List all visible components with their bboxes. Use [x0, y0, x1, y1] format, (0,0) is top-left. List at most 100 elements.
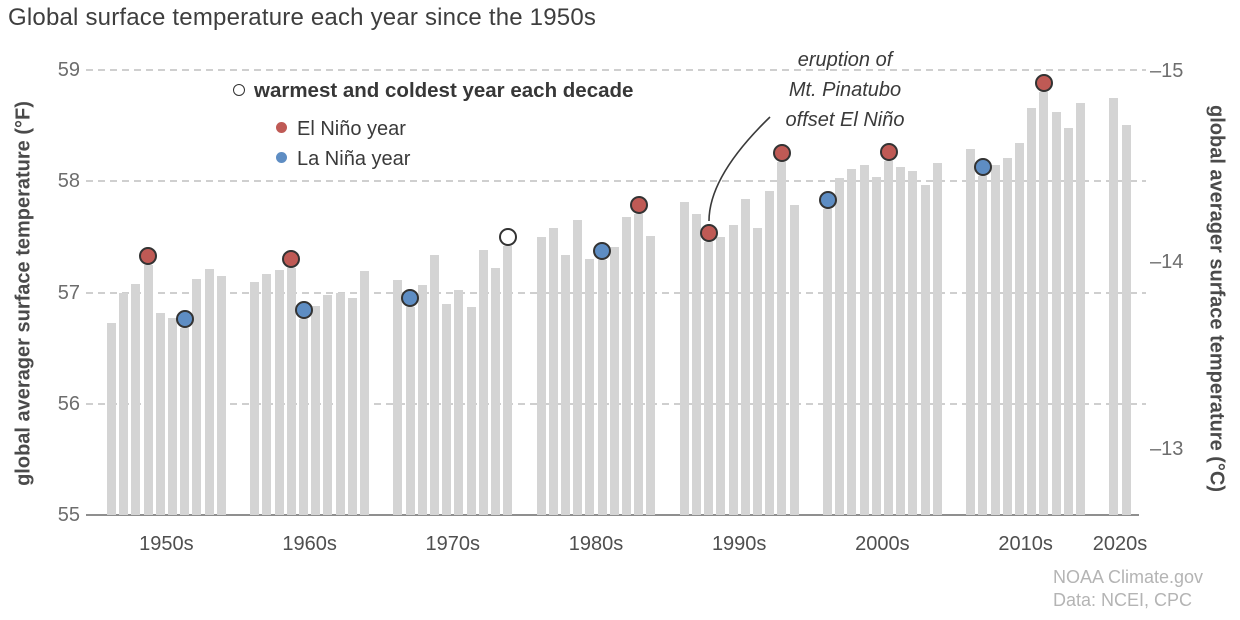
chart-title: Global surface temperature each year sin…: [8, 4, 597, 31]
marker-1956-la_nina: [175, 310, 194, 329]
bar-1987: [622, 216, 631, 515]
right-tick-13c: –13: [1150, 438, 1184, 460]
bar-1976: [466, 306, 476, 515]
bar-1970: [393, 280, 403, 515]
bar-2019: [1076, 103, 1085, 515]
bar-2021: [1121, 124, 1131, 515]
bar-1978: [491, 268, 500, 515]
bar-2002: [847, 169, 857, 515]
bar-1968: [347, 298, 357, 515]
left-tick-55: 55: [57, 504, 80, 526]
bar-1977: [478, 250, 488, 515]
bar-2000: [823, 209, 832, 515]
x-axis-label-2010s: 2010s: [998, 533, 1053, 555]
bar-1965: [311, 305, 321, 515]
legend-open-label: warmest and coldest year each decade: [254, 79, 634, 102]
right-tick-14c: –14: [1150, 251, 1184, 273]
bar-1997: [765, 191, 775, 515]
bar-1973: [430, 254, 439, 515]
bar-1951: [119, 292, 129, 515]
bar-1989: [646, 235, 656, 515]
annotation-line-1: eruption of: [797, 49, 893, 71]
bar-1972: [417, 284, 427, 515]
bar-1966: [323, 294, 333, 515]
x-axis-label-1990s: 1990s: [711, 533, 767, 555]
bar-2018: [1063, 127, 1073, 515]
bar-1982: [561, 254, 570, 515]
bar-1991: [692, 213, 701, 515]
left-tick-57: 57: [57, 282, 80, 304]
x-axis-label-1980s: 1980s: [568, 533, 624, 555]
x-axis-label-2000s: 2000s: [855, 533, 910, 555]
bar-1952: [131, 283, 141, 515]
x-axis-label-1970s: 1970s: [425, 533, 481, 555]
x-axis-label-2020s: 2020s: [1092, 533, 1148, 555]
bar-2003: [859, 164, 869, 515]
marker-2000-la_nina: [818, 191, 837, 210]
bar-1980: [536, 236, 546, 515]
bar-1985: [597, 260, 607, 515]
left-tick-56: 56: [57, 393, 80, 415]
bar-1998: [777, 162, 787, 515]
bar-2009: [932, 163, 942, 515]
bar-1954: [155, 312, 165, 515]
bar-1959: [216, 275, 226, 515]
bar-2008: [920, 184, 930, 515]
marker-1964-la_nina: [294, 301, 313, 320]
marker-1998-el_nino: [772, 144, 791, 163]
pinatubo-annotation: eruption of Mt. Pinatubo offset El Niño: [725, 45, 965, 135]
annotation-line-2: Mt. Pinatubo: [788, 79, 902, 101]
left-tick-59: 59: [57, 59, 80, 81]
marker-1971-la_nina: [401, 288, 420, 307]
marker-1953-el_nino: [139, 246, 158, 265]
bar-2012: [990, 164, 1000, 515]
x-axis-baseline: [86, 514, 1139, 516]
bar-2013: [1002, 157, 1012, 515]
marker-2016-el_nino: [1034, 74, 1053, 93]
marker-2011-la_nina: [973, 157, 992, 176]
bar-1986: [609, 246, 619, 515]
annotation-line-3: offset El Niño: [785, 109, 905, 131]
marker-1985-la_nina: [593, 242, 612, 261]
bar-1979: [503, 245, 513, 515]
bar-1981: [548, 227, 558, 515]
bar-2007: [908, 171, 918, 515]
bar-1974: [442, 303, 452, 515]
bar-2006: [896, 166, 906, 515]
bar-1960: [250, 282, 260, 515]
bar-1984: [585, 259, 595, 515]
bar-1994: [728, 224, 738, 515]
bar-2011: [978, 175, 988, 515]
open-circle-legend-icon: [233, 84, 245, 96]
x-axis-label-1950s: 1950s: [139, 533, 194, 555]
bar-2020: [1109, 97, 1119, 515]
bar-2017: [1051, 112, 1061, 515]
bar-1962: [274, 270, 284, 515]
legend-el-nino-label: El Niño year: [297, 118, 406, 140]
bar-1967: [335, 292, 345, 515]
bar-1988: [634, 213, 644, 515]
x-axis-label-1960s: 1960s: [282, 533, 337, 555]
bar-2001: [835, 177, 845, 515]
bar-1983: [573, 220, 583, 515]
gridline-59: [86, 69, 1146, 71]
la-nina-dot-icon: [276, 152, 287, 163]
footer-data: Data: NCEI, CPC: [1053, 590, 1193, 610]
bar-1957: [192, 279, 202, 515]
bar-1964: [299, 319, 308, 515]
marker-2005-el_nino: [879, 143, 898, 162]
bar-1953: [143, 264, 153, 515]
bar-2004: [871, 176, 881, 515]
right-tick-15c: –15: [1150, 60, 1184, 82]
el-nino-dot-icon: [276, 122, 287, 133]
bar-1990: [679, 202, 689, 515]
legend-la-nina-label: La Niña year: [297, 148, 411, 170]
bar-2005: [884, 161, 893, 515]
bar-2010: [966, 148, 976, 515]
bar-1961: [262, 273, 272, 515]
bar-2014: [1015, 143, 1024, 515]
bar-1955: [168, 318, 177, 515]
gridline-58: [86, 180, 1146, 183]
